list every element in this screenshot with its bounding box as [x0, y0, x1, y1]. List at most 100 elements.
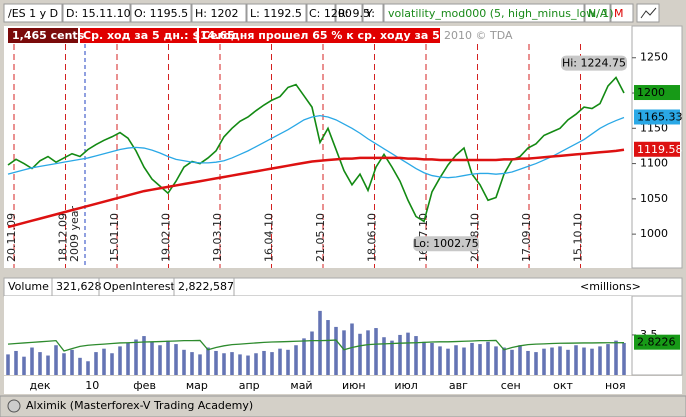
- date-label: 20.11.09: [5, 213, 18, 262]
- open-interest-line: [7, 339, 625, 352]
- volume-bar: [534, 352, 538, 375]
- last-value: 2.8226: [637, 336, 676, 349]
- date-label: 19.02.10: [160, 213, 173, 262]
- range: R: 9.5: [338, 7, 370, 20]
- volume-bar: [334, 326, 338, 375]
- price-panel: [4, 26, 632, 268]
- volume-bar: [566, 349, 570, 375]
- volume-bar: [398, 334, 402, 375]
- volume-bar: [150, 341, 154, 375]
- y-tick-label: 1250: [640, 51, 668, 64]
- volume-bar: [598, 346, 602, 375]
- volume-bar: [110, 353, 114, 375]
- footer-text: Alximik (Masterforex-V Trading Academy): [26, 399, 253, 412]
- volume-bar: [558, 346, 562, 375]
- volume-bar: [126, 342, 130, 375]
- x-tick-label: июл: [394, 379, 417, 392]
- volume-bar: [526, 350, 530, 375]
- volume-bar: [438, 346, 442, 375]
- volume-bar: [286, 349, 290, 375]
- y-tick-label: 1100: [640, 157, 668, 170]
- annotation: Lo: 1002.75: [413, 237, 478, 250]
- volume-bar: [158, 345, 162, 375]
- volume-bar: [350, 323, 354, 375]
- x-tick-label: 10: [85, 379, 99, 392]
- last-value-box: [634, 141, 680, 157]
- volume-bar: [422, 341, 426, 375]
- volume-bar: [414, 336, 418, 375]
- volume-bar: [502, 347, 506, 375]
- volume-bar: [606, 344, 610, 375]
- volume-bar: [222, 353, 226, 375]
- volume-bar: [102, 348, 106, 375]
- volume-bar: [390, 340, 394, 375]
- last-value: 1165.33: [637, 110, 683, 123]
- x-tick-label: окт: [553, 379, 573, 392]
- volume-bar: [38, 352, 42, 375]
- date-label: 15.10.10: [572, 213, 585, 262]
- annotation-box: [561, 55, 627, 71]
- volume-bar: [486, 341, 490, 375]
- x-tick-label: авг: [449, 379, 468, 392]
- date-label: 15.01.10: [108, 213, 121, 262]
- y-tick-label: 1150: [640, 121, 668, 134]
- volume-bar: [22, 356, 26, 375]
- price-line: [7, 114, 625, 179]
- date-label: 16.04.10: [263, 213, 276, 262]
- volume-bar: [542, 348, 546, 375]
- chart-icon[interactable]: [640, 7, 657, 19]
- header-bar: /ES 1 y D D: 15.11.10 O: 1195.5 H: 1202 …: [3, 3, 660, 23]
- last-value: 1119.58: [637, 143, 683, 156]
- last-value-box: [634, 85, 680, 101]
- y-field: Y:: [365, 7, 375, 20]
- volume-bar: [326, 320, 330, 375]
- last-value: 1200: [637, 86, 665, 99]
- m-field: M: [614, 7, 624, 20]
- marks: 20.11.09 18.12.09 15.01.10 19.02.10 19.03.10…: [5, 44, 683, 392]
- x-tick-label: ноя: [605, 379, 626, 392]
- date-label: 18.12.09: [57, 213, 70, 262]
- volume-bar: [174, 344, 178, 375]
- footer-bar: [0, 395, 686, 417]
- volume-bar: [14, 350, 18, 375]
- volume-bar: [430, 342, 434, 375]
- volume-bar: [6, 354, 10, 375]
- volume-header-text: 321,628: [56, 280, 102, 293]
- volume-bar: [262, 350, 266, 375]
- volume-bar: [190, 352, 194, 375]
- x-tick-label: фев: [133, 379, 156, 392]
- y-tick-label: 1000: [640, 227, 668, 240]
- badge-text: Ср. ход за 5 дн.: $14.65: [83, 29, 235, 42]
- volume-bar: [366, 330, 370, 375]
- volume-bar: [118, 346, 122, 375]
- volume-bar: [382, 337, 386, 375]
- last-value-box: [634, 109, 680, 125]
- open: O: 1195.5: [134, 7, 188, 20]
- date-label: 18.06.10: [366, 213, 379, 262]
- volume-bar: [582, 347, 586, 375]
- volume-bar: [318, 310, 322, 375]
- date-label: 21.05.10: [314, 213, 327, 262]
- price-line: [7, 76, 625, 223]
- volume-bar: [622, 342, 626, 375]
- volume-bar: [342, 330, 346, 375]
- volume-bar: [614, 340, 618, 375]
- badge: [8, 28, 78, 43]
- volume-bar: [278, 348, 282, 375]
- volume-bar: [46, 355, 50, 375]
- volume-bar: [214, 350, 218, 375]
- close: C: 1200: [309, 7, 352, 20]
- date: D: 15.11.10: [66, 7, 131, 20]
- volume-header-text: Volume: [8, 280, 49, 293]
- na: N/A: [588, 7, 608, 20]
- volume-bar: [446, 348, 450, 375]
- volume-bar: [206, 347, 210, 375]
- volume-bar: [94, 352, 98, 375]
- badge-text: 1,465 cents: [12, 29, 85, 42]
- volume-bar: [406, 332, 410, 375]
- annotation-box: [413, 236, 479, 252]
- volume-bar: [310, 331, 314, 375]
- x-tick-label: дек: [29, 379, 50, 392]
- volume-bar: [574, 345, 578, 375]
